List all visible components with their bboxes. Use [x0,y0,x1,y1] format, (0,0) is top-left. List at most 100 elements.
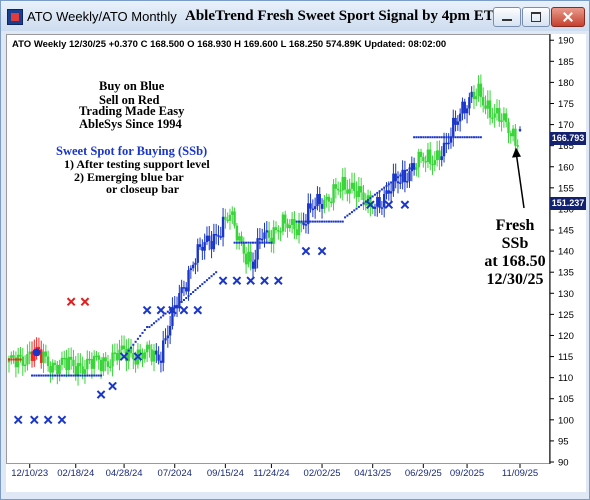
candle-body [251,261,255,269]
candle-body [316,193,319,207]
x-tick-label: 11/09/25 [502,468,538,479]
support-dot [210,275,213,278]
support-dot [196,287,199,290]
date-axis [6,464,586,492]
support-dot [77,374,80,377]
quote-header: ATO Weekly 12/30/25 +0.370 C 168.500 O 1… [12,39,447,50]
candle-body [516,145,519,147]
candle-body [198,244,202,247]
support-dot [362,202,365,205]
buy-cross-mark [301,246,311,256]
candle-body [307,203,310,225]
candle-body [477,83,480,97]
x-tick-label: 12/10/23 [11,468,48,479]
support-dot [357,205,360,208]
support-dot [90,374,93,377]
buy-cross-mark [179,305,189,315]
candle-body [389,191,393,194]
support-dot [249,241,252,244]
candle-body [23,364,27,367]
candle-body [168,325,172,336]
support-dot [192,291,195,294]
candle-body [30,351,34,361]
candle-body [56,364,59,375]
candle-body [139,349,142,353]
candle-body [408,171,411,182]
y-tick-label: 170 [558,120,574,131]
support-dot [70,374,73,377]
maximize-button[interactable] [522,7,550,27]
candle-body [201,246,204,251]
chart-plot-area[interactable] [6,34,550,464]
support-dot [67,374,70,377]
candle-body [364,199,367,206]
candle-body [113,352,117,354]
support-dot [97,374,100,377]
candle-body [178,293,181,309]
resistance-dot [12,358,15,361]
candle-body [406,181,409,183]
candle-body [203,242,206,251]
candle-body [452,117,455,137]
candle-body [495,108,499,114]
candle-body [40,349,43,363]
candle-body [385,190,388,194]
candle-body [129,347,133,354]
minimize-button[interactable] [493,7,521,27]
candle-body [152,350,156,362]
candle-body [210,241,213,250]
buy-cross-mark [168,305,177,315]
candle-body [102,357,105,372]
support-dot [95,374,98,377]
candle-body [343,176,347,190]
resistance-dot [19,358,22,361]
support-dot [93,374,96,377]
candle-body [293,219,296,230]
support-dot [436,136,439,139]
support-dot [341,220,344,223]
candle-body [53,362,57,365]
candle-body [461,101,464,114]
buy-cross-mark [133,352,143,361]
sweet-spot-rule-1: 1) After testing support level [64,157,210,171]
candle-body [159,360,163,363]
support-dot [166,310,169,313]
candle-body [180,287,183,294]
support-dot [40,374,43,377]
support-dot [139,334,142,337]
support-dot [63,374,66,377]
candle-body [412,163,416,170]
candle-body [145,344,149,353]
support-dot [479,136,482,139]
support-dot [452,136,455,139]
sell-cross-mark [80,297,90,307]
support-dot [344,216,347,219]
candle-body [115,353,119,361]
sell-cross-mark [66,297,76,307]
support-dot [397,176,400,179]
support-dot [399,174,402,177]
close-button[interactable] [551,7,585,27]
candle-body [99,359,103,372]
support-dot [339,220,342,223]
buy-cross-mark [260,276,269,285]
buy-cross-mark [232,276,242,285]
support-dot [187,295,190,298]
candle-body [417,151,420,168]
last-candle-body [518,129,522,131]
candle-body [488,100,492,118]
support-dot [256,241,259,244]
candle-body [166,335,170,339]
support-dot [79,374,82,377]
support-dot [143,328,146,331]
candle-body [221,216,225,238]
candle-body [228,214,232,221]
candle-body [97,355,100,360]
last-price-label: 166.793 [550,131,586,145]
support-dot [159,316,162,319]
candle-body [320,204,324,209]
candle-body [481,97,485,106]
support-dot [475,136,478,139]
support-price-label: 151.237 [550,197,586,211]
support-dot [164,312,167,315]
